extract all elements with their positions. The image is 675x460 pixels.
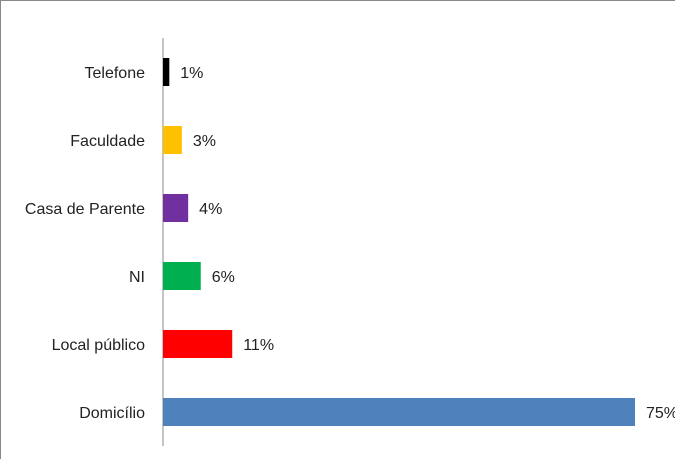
value-label-2: 4%	[199, 201, 222, 218]
bar-marks: Telefone 1% Faculdade 3% Casa de Parente 4% NI…	[25, 58, 675, 426]
bar-2	[163, 194, 189, 222]
value-label-4: 11%	[243, 337, 274, 354]
bar-5	[163, 398, 635, 426]
category-label-3: NI	[129, 269, 145, 286]
value-label-1: 3%	[193, 133, 216, 150]
value-label-5: 75%	[646, 405, 675, 422]
value-label-0: 1%	[180, 65, 203, 82]
category-label-5: Domicílio	[79, 405, 145, 422]
bar-4	[163, 330, 233, 358]
category-label-4: Local público	[52, 337, 146, 354]
category-label-0: Telefone	[85, 65, 146, 82]
value-label-3: 6%	[212, 269, 235, 286]
bar-1	[163, 126, 182, 154]
category-label-1: Faculdade	[70, 133, 145, 150]
category-label-2: Casa de Parente	[25, 201, 145, 218]
bar-3	[163, 262, 201, 290]
bar-0	[163, 58, 170, 86]
